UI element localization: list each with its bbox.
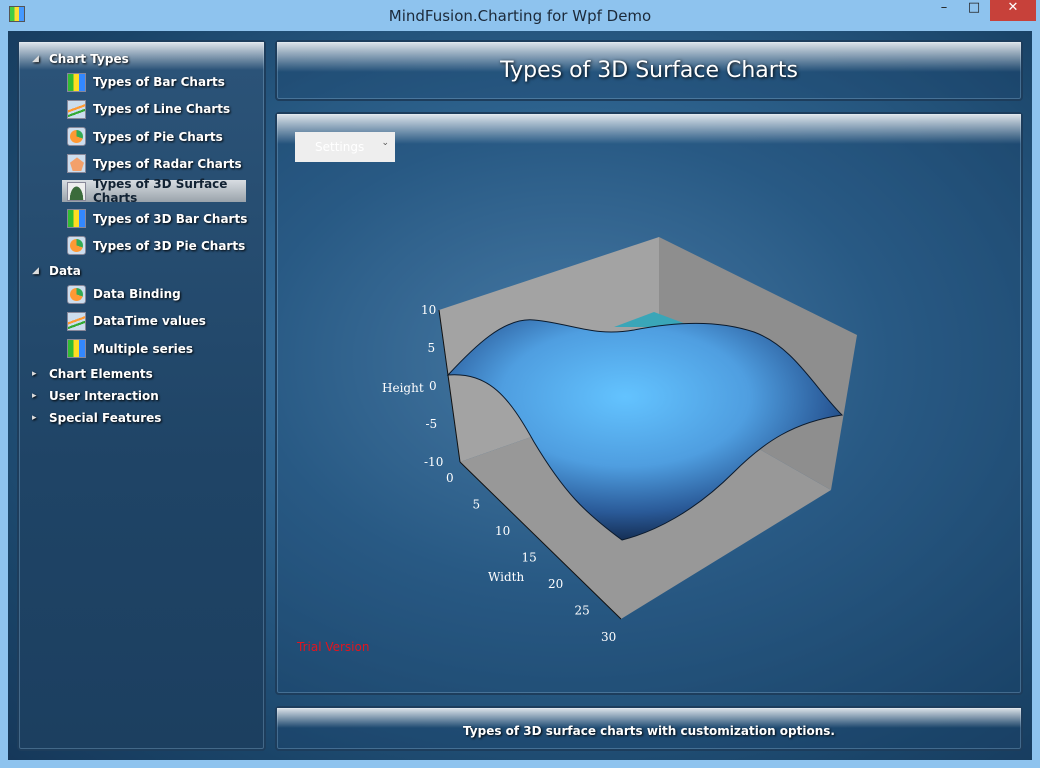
collapsed-arrow-icon[interactable]: ▸: [32, 369, 37, 379]
category-label: Chart Types: [49, 52, 129, 66]
item-label: Types of 3D Pie Charts: [93, 238, 246, 253]
expanded-arrow-icon[interactable]: ◢: [32, 266, 39, 277]
category-label: Chart Elements: [49, 367, 153, 381]
width-tick-label: 0: [446, 471, 454, 485]
gloss: [19, 42, 264, 70]
width-axis-label: Width: [488, 570, 524, 584]
bar-chart-icon: [67, 339, 86, 359]
collapsed-arrow-icon[interactable]: ▸: [32, 413, 37, 423]
item-label: DataTime values: [93, 314, 206, 329]
trial-version-label: Trial Version: [297, 640, 370, 654]
width-tick-label: 25: [575, 604, 590, 618]
width-tick-label: 30: [601, 630, 616, 644]
width-tick-label: 15: [522, 551, 537, 565]
footer-panel: Types of 3D surface charts with customiz…: [275, 706, 1023, 751]
item-label: Multiple series: [93, 341, 194, 356]
tree-item[interactable]: Types of Radar Charts: [67, 153, 251, 175]
expanded-arrow-icon[interactable]: ◢: [32, 54, 39, 64]
height-tick-label: 10: [421, 303, 436, 317]
gloss: [277, 708, 1021, 728]
tree-category[interactable]: ◢ Data: [32, 264, 81, 280]
chevron-down-icon: ⌄: [381, 138, 389, 148]
width-tick-label: 10: [495, 524, 510, 538]
tree-item[interactable]: DataTime values: [67, 310, 251, 332]
app-icon: [9, 6, 25, 22]
item-label: Types of 3D Surface Charts: [93, 177, 228, 206]
bar-chart-icon: [67, 72, 86, 92]
item-label: Types of 3D Bar Charts: [93, 211, 248, 226]
item-label: Types of Pie Charts: [93, 129, 223, 144]
bar-chart-icon: [67, 209, 86, 228]
tree-item[interactable]: Types of Line Charts: [67, 98, 251, 120]
back-plane-patch: [614, 312, 694, 327]
tree-item[interactable]: Multiple series: [67, 338, 251, 360]
pie-chart-icon: [67, 127, 86, 147]
footer-description: Types of 3D surface charts with customiz…: [463, 724, 835, 738]
width-axis-line: [459, 461, 622, 620]
category-label: Special Features: [49, 411, 162, 425]
width-tick-label: 20: [548, 577, 563, 591]
pie-chart-icon: [67, 236, 86, 256]
tree-item[interactable]: Types of 3D Surface Charts: [62, 177, 246, 206]
settings-dropdown[interactable]: Settings ⌄: [295, 132, 395, 162]
height-tick-label: -5: [426, 417, 438, 431]
height-axis-label: Height: [382, 381, 424, 395]
settings-label: Settings: [315, 140, 365, 154]
tree-category[interactable]: ▸ Chart Elements: [32, 367, 153, 383]
close-button[interactable]: ✕: [990, 0, 1036, 21]
radar-chart-icon: [67, 154, 86, 174]
width-tick-label: 5: [473, 498, 481, 512]
tree-item[interactable]: Types of Bar Charts: [67, 71, 251, 93]
surface: [446, 319, 844, 541]
tree-item[interactable]: Types of Pie Charts: [67, 126, 251, 148]
category-label: Data: [49, 264, 81, 279]
pie-chart-icon: [67, 284, 86, 304]
maximize-button[interactable]: □: [967, 0, 981, 15]
chart-panel: Settings ⌄ 10 5 0 -5 -10 0 5 10 15 20 25 30 Height …: [275, 112, 1023, 695]
surface-chart-icon: [67, 181, 86, 201]
item-label: Types of Radar Charts: [93, 156, 242, 171]
line-chart-icon: [67, 311, 86, 331]
category-label: User Interaction: [49, 389, 159, 403]
height-tick-label: 5: [428, 341, 436, 355]
item-label: Data Binding: [93, 287, 181, 302]
page-title: Types of 3D Surface Charts: [500, 58, 798, 83]
collapsed-arrow-icon[interactable]: ▸: [32, 391, 37, 401]
header-panel: Types of 3D Surface Charts: [275, 40, 1023, 101]
height-tick-label: 0: [429, 379, 437, 393]
item-label: Types of Bar Charts: [93, 75, 225, 89]
title-bar: MindFusion.Charting for Wpf Demo – □ ✕: [0, 0, 1040, 31]
sidebar: ◢ Chart Types Types of Bar Charts Types of …: [17, 40, 266, 751]
tree-category[interactable]: ◢ Chart Types: [32, 52, 129, 68]
gloss: [277, 42, 1021, 72]
line-chart-icon: [67, 99, 86, 119]
client-area: ◢ Chart Types Types of Bar Charts Types of …: [8, 31, 1032, 760]
tree-category[interactable]: ▸ Special Features: [32, 411, 162, 427]
item-label: Types of Line Charts: [93, 102, 231, 117]
height-axis-line: [438, 309, 461, 463]
tree-item[interactable]: Types of 3D Bar Charts: [67, 208, 251, 230]
minimize-button[interactable]: –: [940, 0, 948, 15]
height-tick-label: -10: [424, 455, 443, 469]
tree-item[interactable]: Data Binding: [67, 283, 251, 305]
tree-item[interactable]: Types of 3D Pie Charts: [67, 235, 251, 257]
gloss: [277, 114, 1021, 144]
tree-category[interactable]: ▸ User Interaction: [32, 389, 159, 405]
window-title: MindFusion.Charting for Wpf Demo: [388, 7, 652, 25]
